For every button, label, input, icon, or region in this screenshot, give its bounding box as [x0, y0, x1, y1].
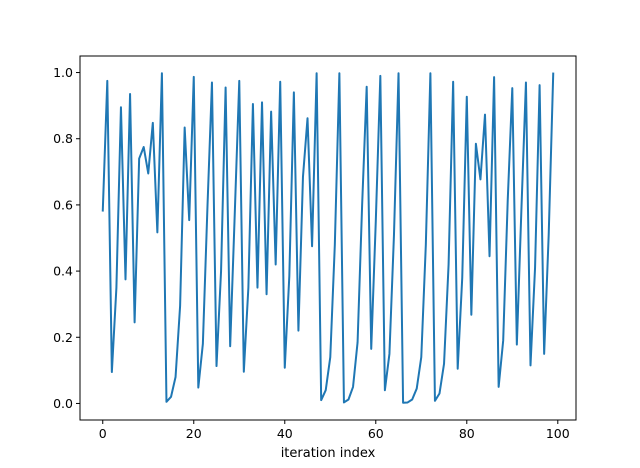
series-line-0	[101, 72, 555, 404]
x-tick-label: 20	[186, 426, 202, 441]
x-tick-label: 40	[277, 426, 293, 441]
x-axis-label: iteration index	[281, 446, 376, 461]
y-tick-label: 0.8	[53, 131, 73, 146]
y-tick-label: 0.4	[53, 264, 73, 279]
x-tick-label: 80	[459, 426, 475, 441]
axes-frame	[79, 55, 577, 421]
x-tick-label: 60	[368, 426, 384, 441]
y-tick-label: 1.0	[53, 65, 73, 80]
x-tick-label: 100	[546, 426, 570, 441]
axis-ticks: 0 20 40 60 80 100 0.0 0.2 0.4 0.6 0.8 1.0	[53, 65, 570, 441]
y-tick-label: 0.6	[53, 197, 73, 212]
y-tick-label: 0.0	[53, 396, 73, 411]
series-lines	[101, 72, 555, 404]
y-tick-label: 0.2	[53, 330, 73, 345]
x-tick-label: 0	[99, 426, 107, 441]
